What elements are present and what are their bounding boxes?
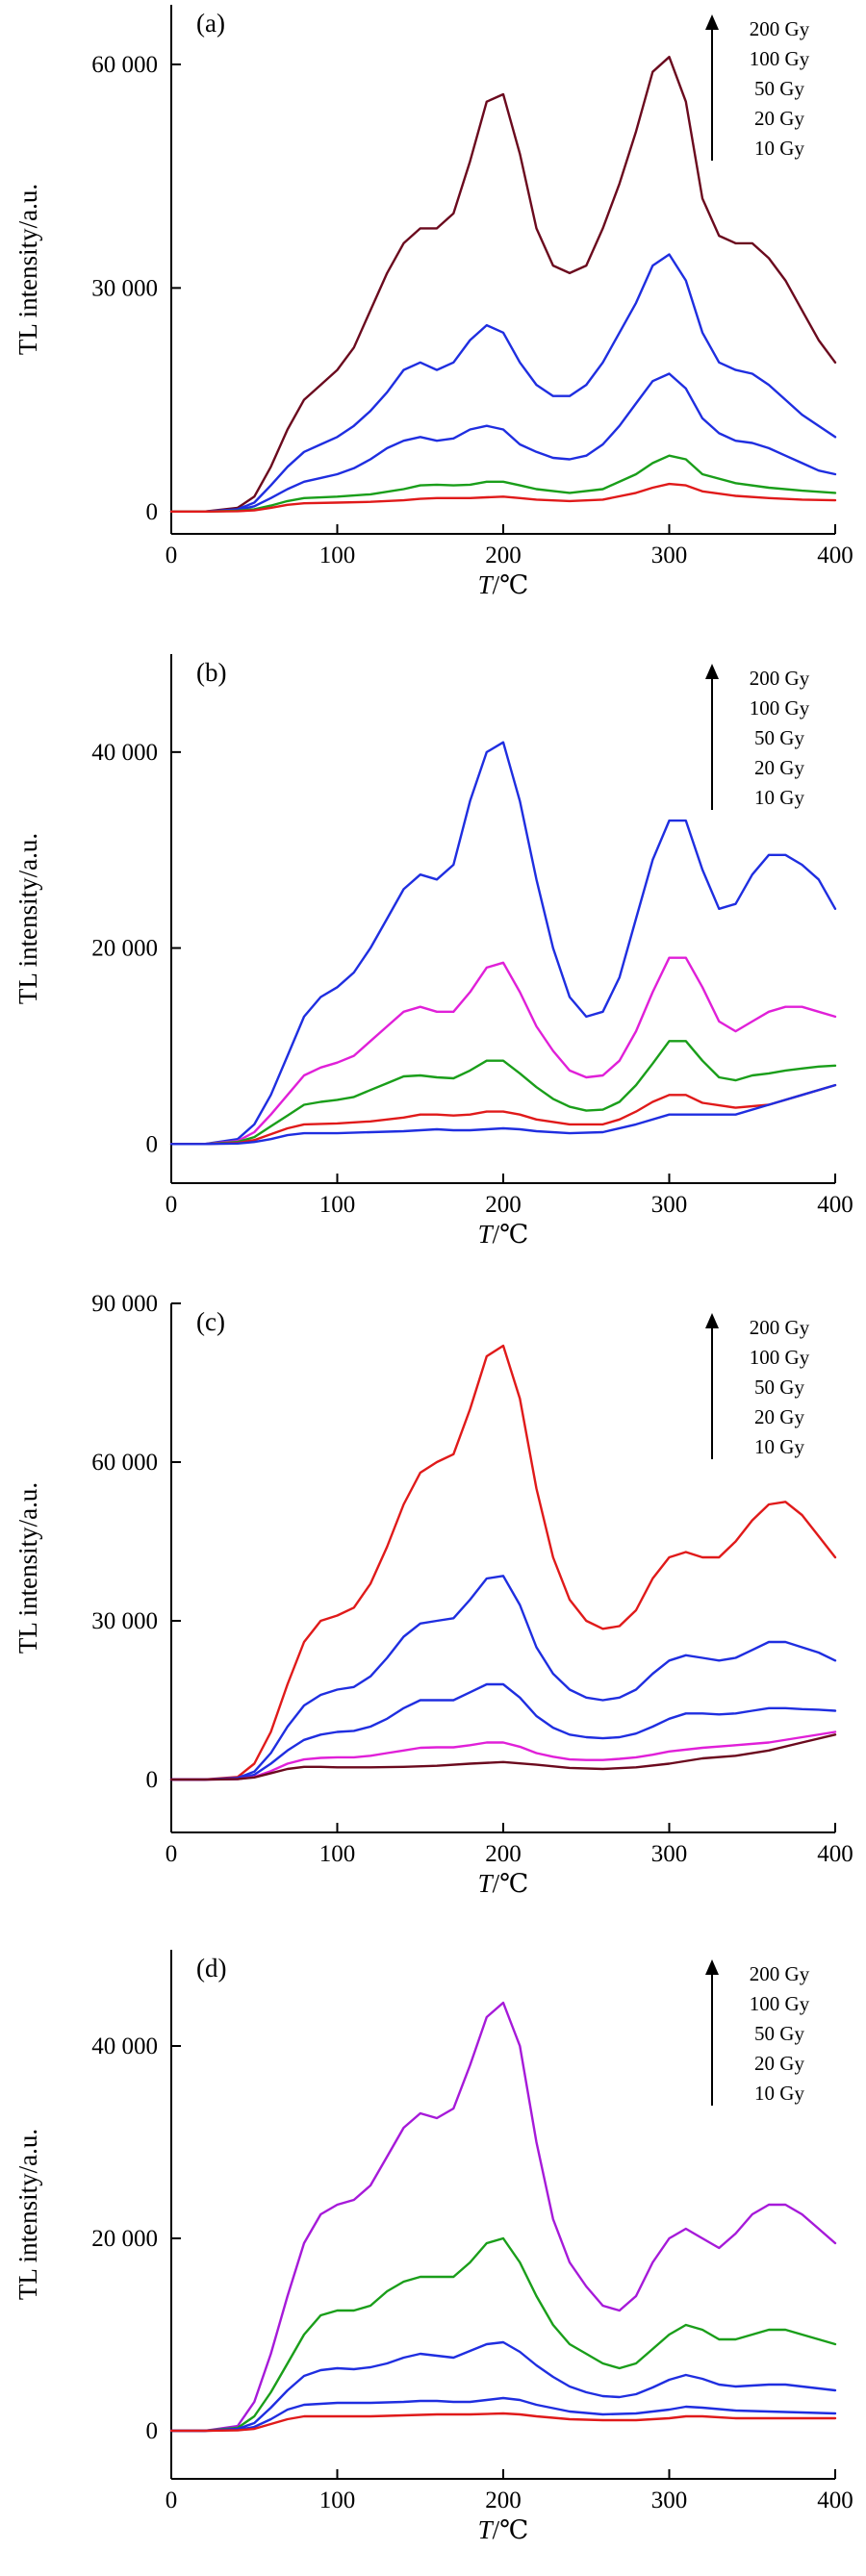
x-tick-label: 100 [319, 543, 356, 568]
x-tick-label: 0 [166, 543, 178, 568]
x-tick-label: 100 [319, 2488, 356, 2513]
y-tick-label: 40 000 [91, 2033, 158, 2059]
y-tick-label: 20 000 [91, 2226, 158, 2252]
arrow-up-icon [705, 1313, 719, 1328]
series-line-100-gy [169, 1575, 837, 1781]
x-tick-label: 0 [166, 2488, 178, 2513]
series-line-50-gy [169, 2340, 837, 2433]
x-axis-label: T/℃ [478, 570, 529, 599]
arrow-up-icon [705, 1959, 719, 1975]
y-tick-label: 90 000 [91, 1291, 158, 1317]
y-tick-label: 0 [146, 1767, 159, 1793]
x-tick-label: 300 [651, 1841, 688, 1867]
legend-entry: 50 Gy [754, 2022, 804, 2045]
series-line-10-gy [169, 2412, 837, 2433]
legend-entry: 50 Gy [754, 726, 804, 749]
legend-entry: 20 Gy [754, 1405, 804, 1428]
arrow-up-icon [705, 14, 719, 30]
y-axis-label: TL intensity/a.u. [13, 184, 42, 355]
y-tick-label: 0 [146, 2418, 159, 2444]
x-tick-label: 300 [651, 2488, 688, 2513]
y-tick-label: 20 000 [91, 936, 158, 962]
x-axis-label: T/℃ [478, 1869, 529, 1898]
series-line-100-gy [169, 956, 837, 1146]
x-tick-label: 400 [817, 1192, 853, 1218]
x-tick-label: 400 [817, 1841, 853, 1867]
legend-entry: 100 Gy [750, 1992, 810, 2015]
legend-entry: 10 Gy [754, 786, 804, 809]
series-line-20-gy [169, 454, 837, 513]
x-tick-label: 400 [817, 2488, 853, 2513]
x-tick-label: 0 [166, 1192, 178, 1218]
chart-panel-1: 0 100 200 300 400 0 30 000 60 000 TL intensity/a… [13, 5, 853, 599]
x-tick-label: 100 [319, 1841, 356, 1867]
legend-entry: 10 Gy [754, 137, 804, 160]
panel-label: (c) [196, 1307, 225, 1336]
legend-entry: 20 Gy [754, 107, 804, 130]
x-tick-label: 200 [485, 2488, 522, 2513]
series-line-200-gy [169, 1344, 837, 1781]
legend-entry: 100 Gy [750, 696, 810, 720]
x-tick-label: 200 [485, 543, 522, 568]
series-line-20-gy [169, 1083, 837, 1146]
legend-entry: 20 Gy [754, 2052, 804, 2075]
series-line-20-gy [169, 1730, 837, 1781]
y-tick-label: 60 000 [91, 1450, 158, 1476]
chart-panel-3: 0 100 200 300 400 0 30 000 60 000 90 000 TL inten… [13, 1291, 853, 1898]
y-tick-label: 0 [146, 499, 159, 525]
series-line-100-gy [169, 253, 837, 513]
y-tick-label: 0 [146, 1131, 159, 1157]
legend-entry: 50 Gy [754, 77, 804, 100]
x-axis-label: T/℃ [478, 2515, 529, 2544]
panel-label: (a) [196, 9, 225, 38]
series-line-10-gy [169, 482, 837, 513]
legend-entry: 20 Gy [754, 756, 804, 779]
series-line-10-gy [169, 1083, 837, 1146]
chart-panel-4: 0 100 200 300 400 0 20 000 40 000 TL intensity/a… [13, 1950, 853, 2544]
series-line-100-gy [169, 2236, 837, 2433]
series-line-10-gy [169, 1733, 837, 1781]
series-line-200-gy [169, 2001, 837, 2433]
series-line-50-gy [169, 1682, 837, 1781]
x-tick-label: 0 [166, 1841, 178, 1867]
x-tick-label: 300 [651, 1192, 688, 1218]
chart-panel-2: 0 100 200 300 400 0 20 000 40 000 TL intensity/a… [13, 654, 853, 1249]
y-axis-label: TL intensity/a.u. [13, 833, 42, 1004]
series-line-50-gy [169, 1040, 837, 1146]
legend-entry: 10 Gy [754, 2082, 804, 2105]
x-tick-label: 400 [817, 543, 853, 568]
panel-label: (b) [196, 658, 226, 687]
legend-entry: 200 Gy [750, 667, 810, 690]
legend-entry: 100 Gy [750, 47, 810, 70]
series-line-50-gy [169, 372, 837, 513]
legend-entry: 10 Gy [754, 1435, 804, 1458]
series-line-200-gy [169, 56, 837, 513]
y-tick-label: 60 000 [91, 52, 158, 78]
y-tick-label: 30 000 [91, 275, 158, 301]
arrow-up-icon [705, 664, 719, 679]
legend-entry: 100 Gy [750, 1346, 810, 1369]
y-tick-label: 40 000 [91, 740, 158, 766]
y-axis-label: TL intensity/a.u. [13, 2129, 42, 2300]
x-tick-label: 200 [485, 1192, 522, 1218]
legend-entry: 200 Gy [750, 1962, 810, 1985]
legend-entry: 200 Gy [750, 17, 810, 40]
legend-entry: 50 Gy [754, 1376, 804, 1399]
panel-label: (d) [196, 1954, 226, 1983]
y-axis-label: TL intensity/a.u. [13, 1482, 42, 1654]
x-tick-label: 300 [651, 543, 688, 568]
y-tick-label: 30 000 [91, 1608, 158, 1634]
series-line-200-gy [169, 741, 837, 1146]
x-tick-label: 100 [319, 1192, 356, 1218]
series-line-20-gy [169, 2396, 837, 2433]
x-axis-label: T/℃ [478, 1220, 529, 1249]
legend-entry: 200 Gy [750, 1316, 810, 1339]
x-tick-label: 200 [485, 1841, 522, 1867]
